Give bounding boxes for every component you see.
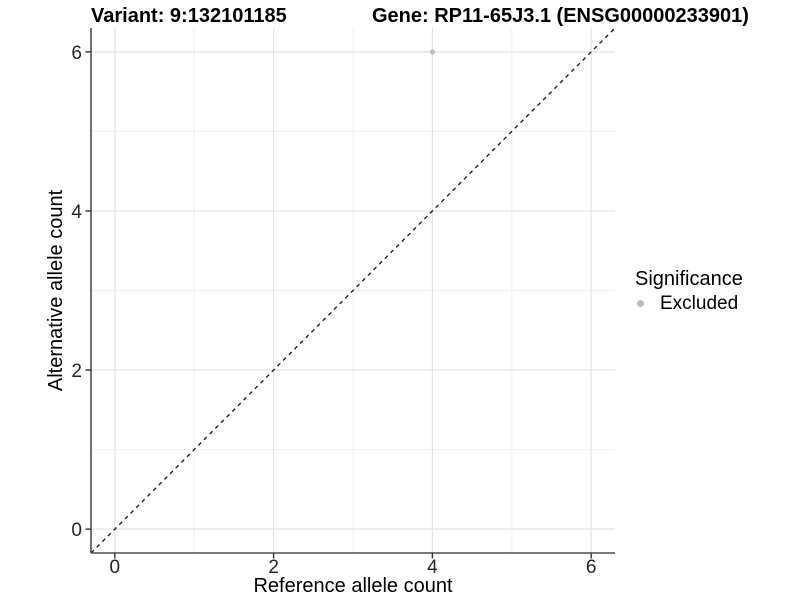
x-axis-title: Reference allele count [253, 575, 452, 597]
y-tick-label: 6 [71, 43, 82, 64]
x-tick-label: 6 [586, 557, 597, 578]
x-tick-label: 2 [268, 557, 279, 578]
y-axis-title: Alternative allele count [45, 189, 67, 391]
legend-item-label: Excluded [660, 292, 739, 314]
legend-title: Significance [635, 268, 743, 290]
variant-title: Variant: 9:132101185 [91, 5, 287, 27]
y-tick-label: 4 [71, 202, 82, 223]
x-tick-label: 0 [110, 557, 121, 578]
y-tick-label: 0 [71, 520, 82, 541]
data-point [429, 49, 435, 55]
x-tick-label: 4 [427, 557, 438, 578]
excluded-point-icon [637, 300, 644, 307]
legend: Significance Excluded [635, 268, 743, 314]
gene-title: Gene: RP11-65J3.1 (ENSG00000233901) [372, 5, 749, 27]
legend-item-excluded: Excluded [635, 293, 743, 314]
identity-line [90, 27, 616, 554]
y-tick-label: 2 [71, 361, 82, 382]
